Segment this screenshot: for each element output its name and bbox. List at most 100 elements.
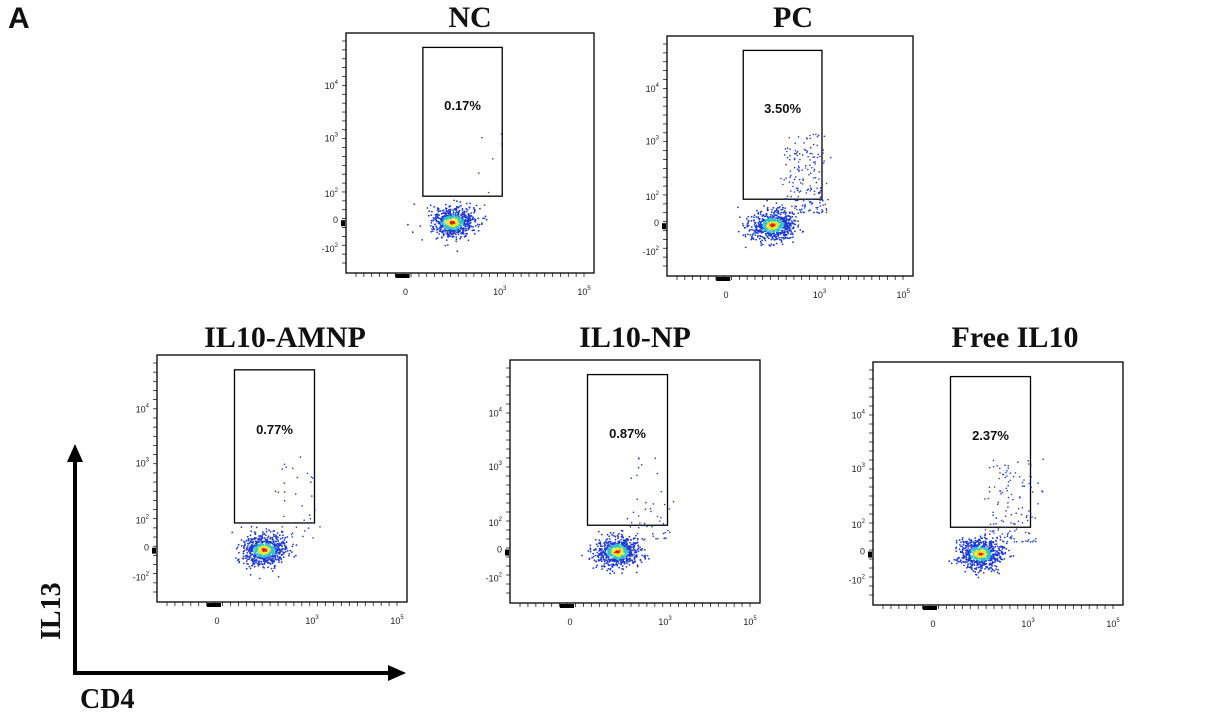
event-dot (257, 564, 260, 567)
event-dot (981, 537, 983, 539)
event-dot (285, 547, 288, 550)
event-dot (622, 553, 624, 556)
event-dot (974, 537, 976, 539)
event-dot (803, 207, 806, 209)
event-dot (614, 538, 617, 541)
event-dot (797, 224, 800, 227)
event-dot (617, 547, 620, 550)
event-dot (620, 550, 622, 553)
event-dot (603, 545, 606, 548)
event-dot (454, 233, 457, 236)
event-dot (1005, 510, 1007, 512)
event-dot (996, 560, 999, 562)
event-dot (633, 553, 635, 556)
event-dot (1006, 470, 1008, 472)
event-dot (644, 554, 646, 557)
event-dot (299, 456, 302, 458)
event-dot (466, 208, 469, 211)
event-dot (253, 561, 256, 563)
event-dot (814, 161, 816, 163)
event-dot (620, 561, 622, 564)
event-dot (263, 559, 266, 561)
event-dot (276, 538, 278, 541)
event-dot (604, 552, 606, 554)
event-dot (802, 179, 805, 181)
event-dot (617, 558, 620, 561)
event-dot (749, 228, 752, 231)
event-dot (986, 545, 989, 548)
event-dot (771, 215, 774, 217)
event-dot (796, 154, 799, 157)
event-dot (294, 493, 297, 495)
event-dot (774, 221, 777, 224)
event-dot (994, 565, 996, 567)
event-dot (265, 547, 267, 549)
event-dot (604, 543, 606, 546)
event-dot (819, 155, 821, 158)
event-dot (971, 551, 973, 553)
event-dot (819, 196, 822, 198)
event-dot (607, 567, 610, 570)
event-dot (782, 183, 784, 186)
event-dot (627, 560, 630, 563)
event-dot (969, 559, 972, 561)
event-dot (1012, 555, 1015, 557)
event-dot (319, 526, 321, 528)
event-dot (799, 210, 802, 212)
event-dot (806, 138, 808, 140)
event-dot (814, 176, 817, 179)
event-dot (272, 530, 275, 533)
event-dot (295, 544, 298, 546)
event-dot (460, 221, 463, 224)
event-dot (977, 576, 980, 579)
event-dot (309, 518, 312, 520)
event-dot (448, 208, 450, 211)
event-dot (594, 560, 597, 563)
event-dot (473, 211, 475, 214)
event-dot (975, 560, 978, 563)
event-dot (437, 228, 439, 231)
y-tick-label: 104 (489, 407, 503, 418)
event-dot (247, 550, 250, 552)
event-dot (474, 209, 476, 211)
event-dot (816, 187, 818, 190)
event-dot (613, 564, 616, 567)
event-dot (788, 137, 791, 139)
event-dot (989, 540, 991, 543)
event-dot (459, 224, 462, 227)
event-dot (446, 229, 449, 232)
event-dot (986, 555, 988, 558)
event-dot (992, 523, 995, 525)
event-dot (760, 227, 762, 230)
event-dot (815, 133, 817, 136)
event-dot (973, 545, 976, 548)
event-dot (782, 225, 785, 228)
x-tick-label: 105 (743, 616, 757, 627)
event-dot (435, 217, 438, 220)
event-dot (1003, 546, 1006, 549)
event-dot (972, 541, 974, 543)
event-dot (609, 540, 612, 543)
event-dot (261, 537, 264, 540)
event-dot (246, 558, 249, 561)
event-dot (766, 206, 769, 209)
event-dot (757, 222, 760, 225)
event-dot (593, 549, 595, 552)
event-dot (997, 529, 1000, 531)
event-dot (275, 543, 277, 546)
event-dot (615, 561, 618, 564)
event-dot (641, 537, 644, 540)
event-dot (745, 217, 748, 220)
event-dot (618, 542, 620, 544)
event-dot (462, 227, 464, 230)
event-dot (988, 466, 991, 469)
event-dot (781, 217, 784, 220)
y-zero-tick-cluster (505, 549, 509, 556)
event-dot (786, 150, 788, 153)
event-dot (780, 239, 782, 241)
event-dot (611, 570, 614, 573)
event-dot (984, 533, 987, 535)
event-dot (742, 224, 745, 227)
event-dot (1017, 461, 1019, 464)
event-dot (450, 222, 452, 225)
